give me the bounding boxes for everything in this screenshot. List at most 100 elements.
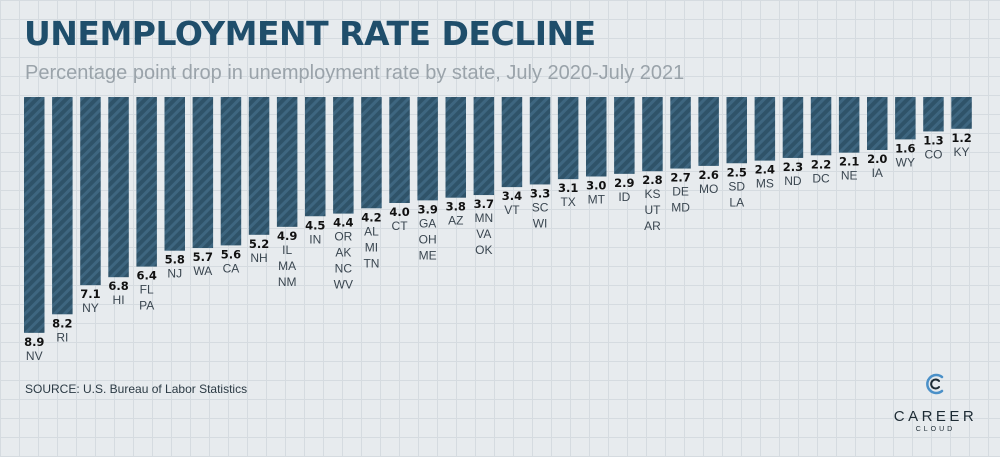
- state-label: FL: [140, 283, 154, 297]
- bar: [136, 97, 157, 267]
- value-label: 2.7: [670, 171, 690, 185]
- state-label: RI: [56, 330, 68, 344]
- state-label: CA: [223, 261, 240, 275]
- bar: [389, 97, 410, 203]
- bar: [333, 97, 354, 214]
- bar: [614, 97, 635, 174]
- value-label: 2.4: [755, 163, 775, 177]
- state-label: IA: [872, 166, 883, 180]
- bar: [867, 97, 888, 150]
- bar: [810, 97, 832, 156]
- bar: [24, 97, 45, 333]
- bar: [473, 97, 495, 196]
- source-note: SOURCE: U.S. Bureau of Labor Statistics: [25, 382, 248, 396]
- bars-group: 8.9NV 8.2RI 7.1NY 6.8HI 6.4FL PA 5.8NJ 5.7WA 5.6…: [24, 97, 972, 363]
- career-cloud-logo: CAREER CLOUD: [893, 372, 978, 442]
- state-label: ME: [419, 248, 437, 262]
- state-label: CO: [924, 147, 942, 161]
- value-label: 4.4: [333, 216, 353, 230]
- value-label: 5.7: [193, 250, 213, 264]
- state-label: OK: [475, 243, 492, 257]
- value-label: 1.2: [951, 131, 971, 145]
- chart-subtitle: Percentage point drop in unemployment ra…: [25, 62, 685, 84]
- value-label: 5.2: [249, 237, 269, 251]
- value-label: 3.9: [417, 202, 437, 216]
- state-label: AZ: [448, 214, 463, 228]
- state-label: IN: [309, 232, 321, 246]
- value-label: 2.1: [839, 155, 859, 169]
- bar: [642, 97, 663, 172]
- state-label: MA: [278, 259, 296, 273]
- state-label: NM: [278, 275, 297, 289]
- bar: [80, 97, 101, 286]
- chart-title: UNEMPLOYMENT RATE DECLINE: [24, 14, 596, 53]
- bar: [698, 97, 719, 166]
- state-label: NV: [26, 349, 43, 363]
- state-label: CT: [392, 219, 409, 233]
- bar: [557, 97, 579, 180]
- bar: [895, 97, 916, 140]
- state-label: AL: [364, 224, 379, 238]
- state-label: OH: [419, 232, 437, 246]
- value-label: 2.0: [867, 152, 887, 166]
- logo-word: CAREER: [893, 408, 978, 425]
- state-label: OR: [334, 230, 352, 244]
- value-label: 8.9: [24, 335, 44, 349]
- bar: [726, 97, 747, 164]
- value-label: 3.3: [530, 186, 550, 200]
- state-label: WA: [193, 264, 212, 278]
- state-label: PA: [139, 299, 154, 313]
- bar: [248, 97, 270, 235]
- value-label: 4.2: [361, 210, 381, 224]
- cloud-c-icon: [926, 373, 944, 395]
- state-label: LA: [729, 195, 744, 209]
- bar: [923, 97, 944, 132]
- state-label: NH: [250, 251, 267, 265]
- value-label: 2.8: [642, 173, 662, 187]
- bar: [192, 97, 214, 249]
- state-label: VT: [504, 203, 520, 217]
- bar: [417, 97, 438, 201]
- state-label: AR: [644, 219, 661, 233]
- value-label: 2.6: [698, 168, 718, 182]
- value-label: 6.8: [108, 279, 128, 293]
- state-label: NJ: [167, 267, 182, 281]
- value-label: 2.3: [783, 160, 803, 174]
- state-label: DE: [672, 185, 689, 199]
- state-label: SC: [532, 200, 549, 214]
- value-label: 4.0: [389, 205, 409, 219]
- bar: [951, 97, 972, 129]
- state-label: MI: [365, 240, 378, 254]
- state-label: WY: [896, 155, 915, 169]
- state-label: DC: [812, 171, 830, 185]
- state-label: MS: [756, 177, 774, 191]
- state-label: MN: [475, 211, 494, 225]
- state-label: NY: [82, 301, 99, 315]
- value-label: 3.1: [558, 181, 578, 195]
- bar: [108, 97, 129, 278]
- state-label: MO: [699, 182, 718, 196]
- state-label: UT: [644, 203, 661, 217]
- state-label: WV: [334, 278, 353, 292]
- bar: [838, 97, 860, 153]
- value-label: 5.8: [165, 253, 185, 267]
- bar: [276, 97, 298, 227]
- bar: [782, 97, 804, 158]
- state-label: HI: [113, 293, 125, 307]
- value-label: 2.5: [727, 165, 747, 179]
- state-label: NE: [841, 169, 858, 183]
- state-label: IL: [282, 243, 292, 257]
- bar: [586, 97, 607, 177]
- value-label: 3.8: [446, 200, 466, 214]
- state-label: TX: [560, 195, 575, 209]
- bar: [445, 97, 466, 198]
- state-label: ID: [618, 190, 630, 204]
- state-label: VA: [476, 227, 491, 241]
- value-label: 2.2: [811, 157, 831, 171]
- state-label: MT: [588, 193, 606, 207]
- bar: [361, 97, 382, 209]
- value-label: 6.4: [136, 269, 156, 283]
- bar: [52, 97, 73, 315]
- state-label: AK: [335, 246, 351, 260]
- state-label: NC: [335, 262, 353, 276]
